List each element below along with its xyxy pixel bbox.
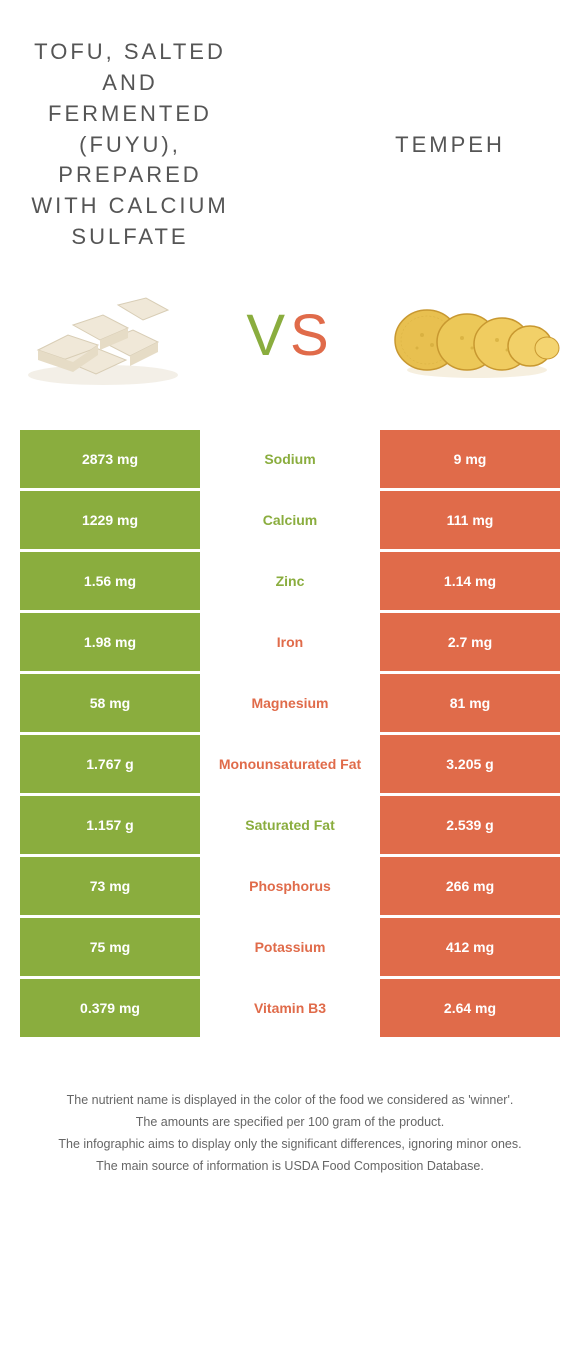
tempeh-image	[392, 280, 562, 390]
left-value: 1229 mg	[20, 491, 200, 549]
footer-line: The nutrient name is displayed in the co…	[20, 1090, 560, 1110]
table-row: 1229 mgCalcium111 mg	[20, 491, 560, 549]
table-row: 1.56 mgZinc1.14 mg	[20, 552, 560, 610]
nutrient-name: Iron	[200, 613, 380, 671]
right-value: 412 mg	[380, 918, 560, 976]
left-value: 58 mg	[20, 674, 200, 732]
right-value: 81 mg	[380, 674, 560, 732]
table-row: 2873 mgSodium9 mg	[20, 430, 560, 488]
nutrient-name: Sodium	[200, 430, 380, 488]
right-value: 1.14 mg	[380, 552, 560, 610]
table-row: 75 mgPotassium412 mg	[20, 918, 560, 976]
table-row: 1.98 mgIron2.7 mg	[20, 613, 560, 671]
right-value: 111 mg	[380, 491, 560, 549]
vs-section: VS	[0, 280, 580, 430]
left-value: 1.56 mg	[20, 552, 200, 610]
table-row: 1.767 gMonounsaturated Fat3.205 g	[20, 735, 560, 793]
footer-line: The infographic aims to display only the…	[20, 1134, 560, 1154]
left-value: 73 mg	[20, 857, 200, 915]
right-value: 2.539 g	[380, 796, 560, 854]
nutrient-name: Zinc	[200, 552, 380, 610]
right-value: 2.7 mg	[380, 613, 560, 671]
nutrient-name: Potassium	[200, 918, 380, 976]
footer-notes: The nutrient name is displayed in the co…	[0, 1040, 580, 1198]
nutrient-name: Monounsaturated Fat	[200, 735, 380, 793]
comparison-table: 2873 mgSodium9 mg1229 mgCalcium111 mg1.5…	[20, 430, 560, 1037]
nutrient-name: Vitamin B3	[200, 979, 380, 1037]
food-left-title: TOFU, SALTED AND FERMENTED (FUYU), PREPA…	[30, 37, 230, 253]
right-value: 3.205 g	[380, 735, 560, 793]
left-value: 1.98 mg	[20, 613, 200, 671]
header-section: TOFU, SALTED AND FERMENTED (FUYU), PREPA…	[0, 0, 580, 280]
nutrient-name: Phosphorus	[200, 857, 380, 915]
food-right-title: TEMPEH	[350, 130, 550, 161]
left-value: 75 mg	[20, 918, 200, 976]
vs-v-letter: V	[246, 303, 290, 368]
vs-s-letter: S	[290, 303, 334, 368]
table-row: 0.379 mgVitamin B32.64 mg	[20, 979, 560, 1037]
left-value: 2873 mg	[20, 430, 200, 488]
infographic-container: TOFU, SALTED AND FERMENTED (FUYU), PREPA…	[0, 0, 580, 1198]
right-value: 266 mg	[380, 857, 560, 915]
nutrient-name: Calcium	[200, 491, 380, 549]
left-value: 0.379 mg	[20, 979, 200, 1037]
table-row: 58 mgMagnesium81 mg	[20, 674, 560, 732]
nutrient-name: Magnesium	[200, 674, 380, 732]
left-value: 1.157 g	[20, 796, 200, 854]
left-value: 1.767 g	[20, 735, 200, 793]
footer-line: The amounts are specified per 100 gram o…	[20, 1112, 560, 1132]
tofu-image	[18, 280, 188, 390]
vs-label: VS	[246, 302, 333, 369]
nutrient-name: Saturated Fat	[200, 796, 380, 854]
right-value: 9 mg	[380, 430, 560, 488]
table-row: 73 mgPhosphorus266 mg	[20, 857, 560, 915]
right-value: 2.64 mg	[380, 979, 560, 1037]
table-row: 1.157 gSaturated Fat2.539 g	[20, 796, 560, 854]
footer-line: The main source of information is USDA F…	[20, 1156, 560, 1176]
